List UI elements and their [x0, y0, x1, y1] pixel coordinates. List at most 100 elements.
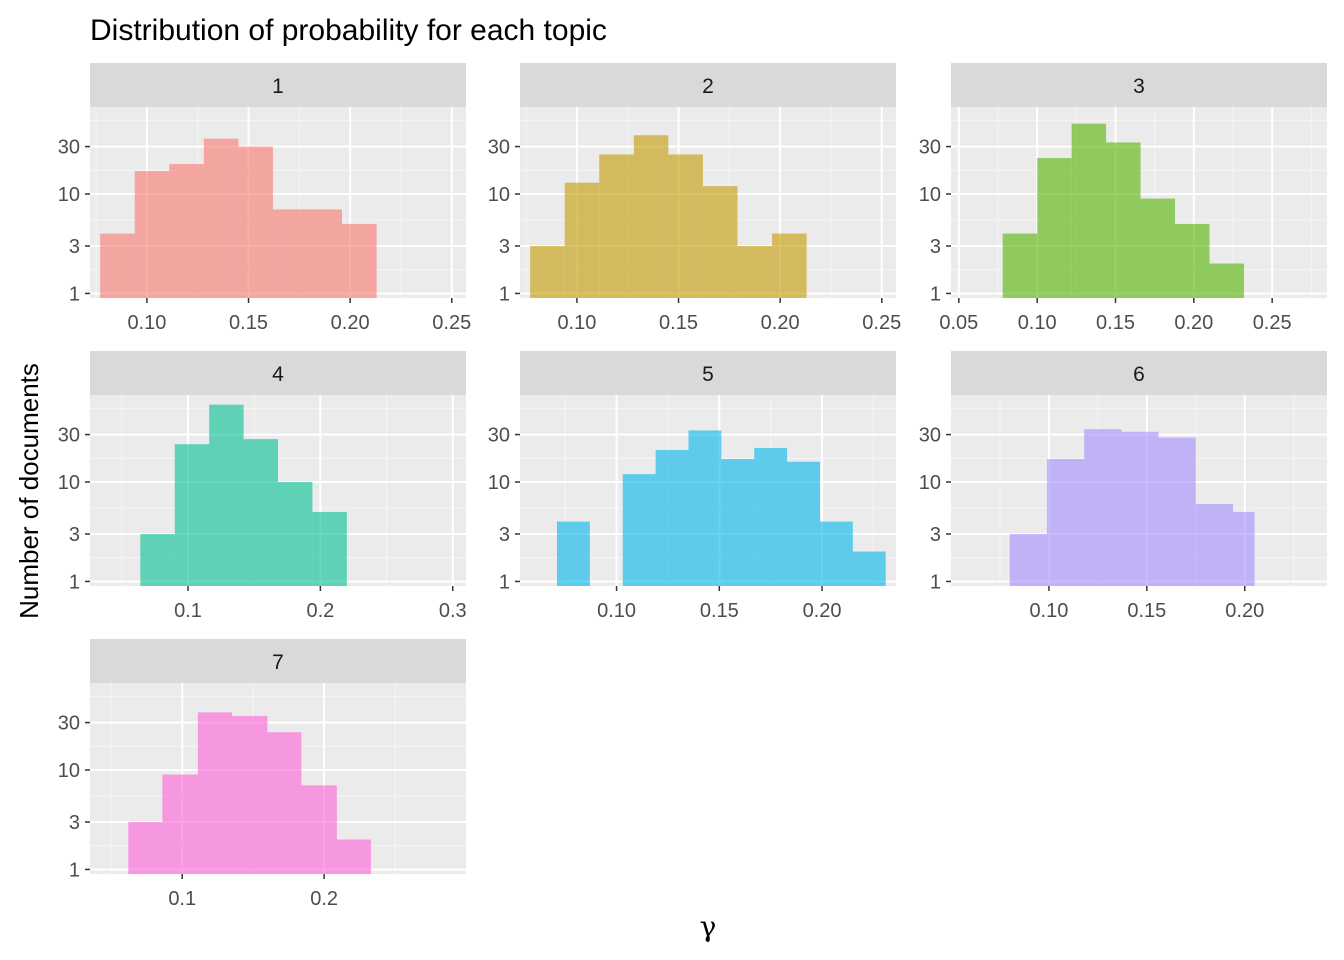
facet-panel-7: 7 1 3 10 30 0.1 0.2 — [58, 639, 466, 910]
histogram-bar — [1175, 223, 1210, 298]
histogram-bar — [754, 447, 788, 586]
facet-strip — [520, 63, 896, 107]
y-tick-label: 10 — [919, 472, 941, 494]
x-tick-label: 0.3 — [439, 600, 467, 622]
facet-strip-label: 5 — [702, 363, 714, 386]
histogram-bar — [238, 146, 273, 298]
histogram-bar — [1140, 198, 1176, 298]
y-tick-label: 10 — [58, 760, 80, 782]
y-tick-label: 3 — [499, 524, 510, 546]
x-tick-label: 0.10 — [127, 312, 166, 334]
histogram-bar — [702, 186, 738, 298]
histogram-bar — [655, 449, 689, 586]
y-tick-label: 10 — [488, 184, 510, 206]
histogram-bar — [622, 474, 656, 586]
y-tick-label: 1 — [930, 283, 941, 305]
y-tick-label: 3 — [69, 812, 80, 834]
histogram-bar — [556, 521, 590, 586]
x-tick-label: 0.20 — [1225, 600, 1264, 622]
x-tick-label: 0.2 — [310, 888, 338, 910]
histogram-bar — [307, 209, 343, 298]
y-tick-label: 10 — [58, 472, 80, 494]
histogram-bar — [599, 154, 634, 298]
chart-title: Distribution of probability for each top… — [90, 14, 607, 47]
facet-panel-2: 2 1 3 10 30 0.10 0.15 0.20 0.25 — [488, 63, 901, 334]
histogram-bar — [134, 171, 170, 298]
y-tick-label: 30 — [919, 425, 941, 447]
histogram-bar — [231, 715, 268, 874]
y-tick-label: 10 — [58, 184, 80, 206]
histogram-bar — [819, 521, 853, 586]
x-tick-label: 0.1 — [174, 600, 202, 622]
histogram-bar — [267, 732, 302, 874]
histogram-bar — [1195, 504, 1233, 586]
histogram-bar — [1233, 511, 1255, 586]
x-tick-label: 0.10 — [1018, 312, 1057, 334]
histogram-bar — [209, 404, 244, 586]
histogram-bar — [1037, 158, 1072, 298]
y-tick-label: 1 — [499, 283, 510, 305]
histogram-bar — [564, 182, 600, 298]
x-tick-label: 0.1 — [168, 888, 196, 910]
histogram-bar — [100, 233, 135, 298]
facet-panel-1: 1 1 3 10 30 0.10 0.15 0.20 0.25 — [58, 63, 471, 334]
y-tick-label: 30 — [919, 137, 941, 159]
histogram-bar — [852, 551, 886, 586]
y-tick-label: 30 — [488, 425, 510, 447]
x-tick-label: 0.15 — [700, 600, 739, 622]
histogram-bar — [737, 246, 773, 298]
y-tick-label: 30 — [58, 713, 80, 735]
histogram-bar — [197, 712, 232, 874]
facet-panel-6: 6 1 3 10 30 0.10 0.15 0.20 — [919, 351, 1327, 622]
x-tick-label: 0.15 — [229, 312, 268, 334]
facet-strip — [520, 351, 896, 395]
y-tick-label: 30 — [488, 137, 510, 159]
histogram-bar — [668, 154, 703, 298]
y-tick-label: 10 — [488, 472, 510, 494]
y-tick-label: 30 — [58, 425, 80, 447]
x-tick-label: 0.15 — [659, 312, 698, 334]
histogram-bar — [243, 439, 278, 586]
histogram-bar — [336, 839, 371, 874]
facet-strip — [90, 639, 466, 683]
x-tick-label: 0.10 — [1029, 600, 1068, 622]
y-tick-label: 10 — [919, 184, 941, 206]
x-axis-title: γ — [700, 910, 717, 943]
histogram-bar — [1106, 142, 1141, 298]
x-tick-label: 0.10 — [597, 600, 636, 622]
facet-strip — [90, 351, 466, 395]
x-tick-label: 0.2 — [306, 600, 334, 622]
histogram-bar — [688, 430, 722, 586]
histogram-bar — [278, 482, 313, 586]
x-tick-label: 0.05 — [939, 312, 978, 334]
facet-strip-label: 3 — [1133, 75, 1145, 98]
histogram-bar — [342, 223, 377, 298]
histogram-bar — [169, 164, 204, 298]
x-tick-label: 0.25 — [432, 312, 471, 334]
histogram-bar — [174, 444, 210, 586]
facet-strip-label: 4 — [272, 363, 284, 386]
y-tick-label: 3 — [930, 236, 941, 258]
x-tick-label: 0.10 — [557, 312, 596, 334]
histogram-bar — [633, 135, 669, 298]
histogram-bar — [1071, 123, 1107, 298]
y-tick-label: 3 — [930, 524, 941, 546]
histogram-bar — [312, 511, 347, 586]
y-tick-label: 3 — [499, 236, 510, 258]
y-axis-title: Number of documents — [14, 363, 44, 619]
y-tick-label: 1 — [69, 283, 80, 305]
facet-strip-label: 1 — [272, 75, 284, 98]
facet-strip-label: 2 — [702, 75, 714, 98]
facet-strip-label: 7 — [272, 651, 284, 674]
facet-panel-4: 4 1 3 10 30 0.1 0.2 0.3 — [58, 351, 467, 622]
facet-strip — [951, 63, 1327, 107]
y-tick-label: 3 — [69, 524, 80, 546]
histogram-bar — [162, 774, 198, 874]
facet-strip — [951, 351, 1327, 395]
y-tick-label: 1 — [499, 571, 510, 593]
histogram-bar — [787, 461, 820, 586]
facet-panel-3: 3 1 3 10 30 0.05 0.10 0.15 0.20 0.25 — [919, 63, 1327, 334]
histogram-bar — [772, 233, 807, 298]
